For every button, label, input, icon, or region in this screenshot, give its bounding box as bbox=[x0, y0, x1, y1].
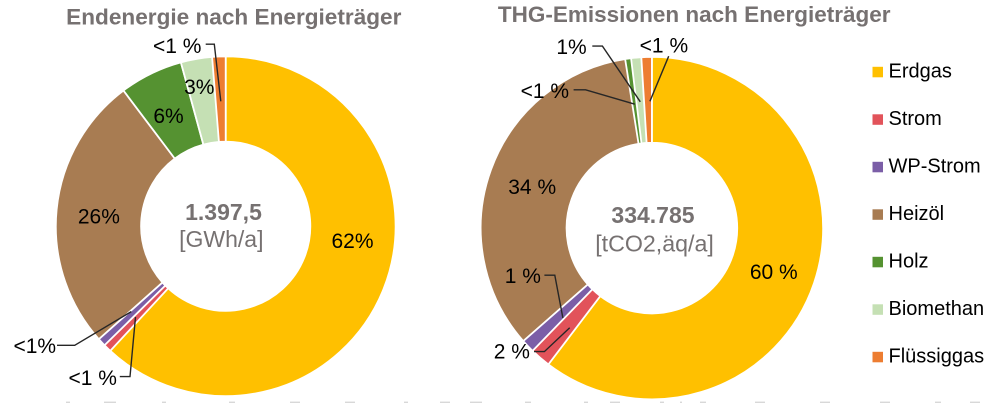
svg-text:Erdgas: Erdgas bbox=[889, 60, 952, 82]
svg-text:62%: 62% bbox=[331, 230, 373, 253]
svg-text:26%: 26% bbox=[78, 205, 120, 228]
svg-text:THG-Emissionen nach Energieträ: THG-Emissionen nach Energieträger bbox=[498, 2, 891, 27]
svg-text:34 %: 34 % bbox=[508, 176, 556, 199]
svg-text:2 %: 2 % bbox=[494, 341, 530, 364]
svg-text:[tCO2,äq/a]: [tCO2,äq/a] bbox=[595, 231, 714, 257]
svg-text:<1 %: <1 % bbox=[521, 80, 569, 103]
svg-text:1%: 1% bbox=[556, 36, 586, 59]
svg-text:Heizöl: Heizöl bbox=[889, 203, 945, 225]
svg-text:Flüssiggas: Flüssiggas bbox=[889, 345, 985, 367]
svg-text:WP-Strom: WP-Strom bbox=[889, 155, 981, 177]
svg-text:[GWh/a]: [GWh/a] bbox=[179, 226, 263, 252]
svg-text:<1 %: <1 % bbox=[68, 367, 116, 390]
svg-text:Endenergie nach Energieträger: Endenergie nach Energieträger bbox=[66, 4, 401, 29]
svg-text:60 %: 60 % bbox=[750, 261, 798, 284]
svg-text:1.397,5: 1.397,5 bbox=[185, 199, 262, 225]
svg-text:1 %: 1 % bbox=[505, 265, 541, 288]
svg-text:3%: 3% bbox=[184, 76, 214, 99]
svg-text:<1%: <1% bbox=[13, 335, 56, 358]
svg-text:334.785: 334.785 bbox=[611, 202, 694, 228]
svg-text:Holz: Holz bbox=[889, 250, 929, 272]
svg-text:<1 %: <1 % bbox=[153, 35, 201, 58]
svg-text:6%: 6% bbox=[153, 105, 183, 128]
svg-text:Strom: Strom bbox=[889, 108, 942, 130]
svg-text:Biomethan: Biomethan bbox=[889, 298, 985, 320]
svg-text:<1 %: <1 % bbox=[640, 35, 688, 58]
